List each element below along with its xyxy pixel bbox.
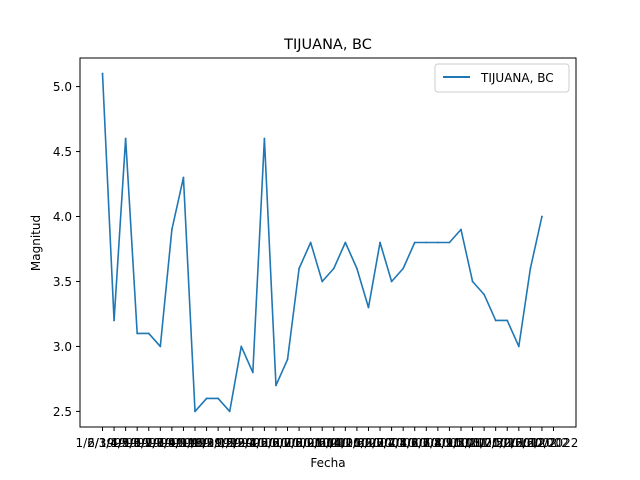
x-tick-label: 12/5/2001	[476, 436, 538, 450]
data-point	[483, 293, 486, 296]
data-point	[379, 241, 381, 244]
data-point	[529, 267, 532, 270]
x-tick-label: 2/2/2000	[226, 436, 280, 450]
data-point	[228, 410, 231, 413]
data-point	[460, 228, 462, 231]
data-point	[217, 397, 220, 400]
y-axis-ticks: 2.5 3.0 3.5 4.0 4.5 5.0	[53, 80, 80, 419]
plot-frame	[79, 57, 577, 428]
series-layer	[101, 72, 543, 413]
data-point	[147, 332, 150, 335]
data-point	[194, 410, 196, 413]
x-tick-label: 12/1/1999	[199, 436, 261, 450]
data-point	[448, 241, 451, 244]
data-point	[101, 72, 104, 75]
x-tick-label: 5/5/1999	[122, 436, 176, 450]
y-tick-label: 3.5	[53, 275, 72, 289]
data-point	[205, 397, 208, 400]
x-tick-label: 4/5/2000	[249, 436, 303, 450]
x-tick-label: 2/6/2002	[503, 436, 557, 450]
x-tick-label: 2/7/2001	[365, 436, 419, 450]
x-tick-label: 1/3/2001	[353, 436, 407, 450]
x-tick-label: 11/1/2000	[326, 436, 388, 450]
legend-label: TIJUANA, BC	[480, 71, 554, 85]
x-tick-label: 6/2/1999	[133, 436, 187, 450]
x-axis-ticks: 1/6/19992/3/19993/4/19994/1/19995/5/1999…	[76, 427, 579, 450]
x-tick-label: 6/7/2000	[272, 436, 326, 450]
x-tick-label: 12/2022	[529, 436, 579, 450]
x-tick-label: 9/1/1999	[168, 436, 222, 450]
y-tick-label: 5.0	[53, 80, 72, 94]
data-point	[332, 267, 335, 270]
x-tick-label: 9/5/2001	[446, 436, 500, 450]
x-tick-label: 1/2/2002	[492, 436, 546, 450]
x-tick-label: 4/4/2001	[388, 436, 442, 450]
data-point	[263, 137, 266, 140]
legend-box	[434, 63, 570, 93]
x-tick-label: 7/7/1999	[145, 436, 199, 450]
data-point	[170, 228, 173, 231]
data-point	[251, 371, 254, 374]
y-tick-label: 2.5	[53, 405, 72, 419]
data-point	[471, 280, 474, 283]
data-point	[321, 280, 324, 283]
data-point	[286, 358, 289, 361]
x-tick-label: 4/1/1999	[110, 436, 164, 450]
x-tick-label: 5/2/2001	[399, 436, 453, 450]
data-point	[113, 319, 115, 322]
data-point	[344, 241, 347, 244]
y-axis-label: Magnitud	[29, 215, 43, 271]
data-point	[390, 280, 393, 283]
legend: TIJUANA, BC	[434, 63, 570, 93]
x-tick-label: 7/5/2000	[284, 436, 338, 450]
y-tick-label: 4.5	[53, 145, 72, 159]
data-point	[159, 345, 162, 348]
x-tick-label: 12/6/2000	[338, 436, 400, 450]
data-point	[517, 345, 520, 348]
data-point	[136, 332, 139, 335]
data-point	[356, 267, 358, 270]
x-tick-label: 2/3/1999	[87, 436, 141, 450]
data-point	[541, 215, 543, 218]
data-point	[413, 241, 416, 244]
y-tick-label: 4.0	[53, 210, 72, 224]
x-tick-label: 10/6/1999	[176, 436, 238, 450]
x-tick-label: 3/1/2000	[237, 436, 291, 450]
data-point	[436, 241, 439, 244]
x-tick-label: 11/3/1999	[187, 436, 249, 450]
x-tick-label: 8/1/2001	[434, 436, 488, 450]
x-axis-label: Fecha	[310, 456, 345, 470]
data-point	[367, 306, 370, 309]
x-tick-label: 8/4/1999	[156, 436, 210, 450]
data-point	[494, 319, 497, 322]
chart-title: TIJUANA, BC	[283, 37, 372, 53]
data-point	[425, 241, 428, 244]
data-point	[506, 319, 509, 322]
y-tick-label: 3.0	[53, 340, 72, 354]
data-point	[402, 267, 405, 270]
x-tick-label: 3/6/2002	[515, 436, 569, 450]
data-point	[275, 384, 277, 387]
x-tick-label: 6/6/2001	[411, 436, 465, 450]
x-tick-label: 5/3/2000	[261, 436, 315, 450]
x-tick-label: 8/2/2000	[295, 436, 349, 450]
data-point	[182, 176, 185, 179]
data-point	[240, 345, 243, 348]
data-point	[298, 267, 300, 270]
x-tick-label: 10/3/2001	[453, 436, 515, 450]
data-point	[309, 241, 312, 244]
x-tick-label: 1/5/2000	[214, 436, 268, 450]
x-tick-label: 10/4/2000	[315, 436, 377, 450]
x-tick-label: 3/7/2001	[376, 436, 430, 450]
x-tick-label: 1/6/1999	[76, 436, 130, 450]
x-tick-label: 9/6/2000	[307, 436, 361, 450]
x-tick-label: 11/7/2001	[465, 436, 527, 450]
x-tick-label: 3/4/1999	[99, 436, 153, 450]
data-point	[124, 137, 127, 140]
x-tick-label: 7/4/2001	[422, 436, 476, 450]
